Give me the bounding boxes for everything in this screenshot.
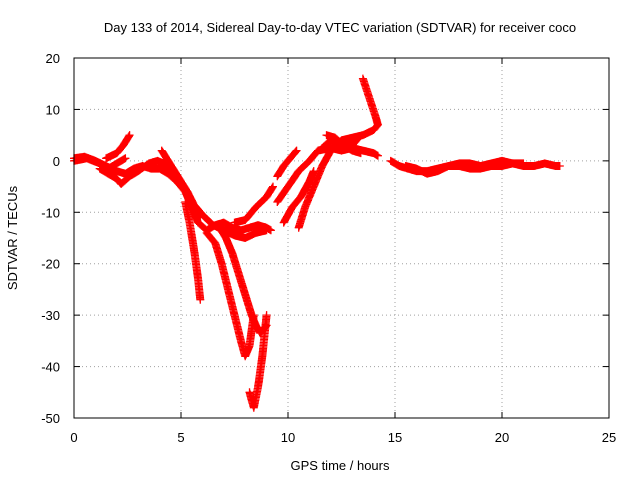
y-tick-label: -10 [41, 205, 60, 220]
y-axis-label: SDTVAR / TECUs [5, 185, 20, 290]
plot-frame [73, 57, 610, 419]
x-tick-label: 15 [388, 430, 402, 445]
point-markers [202, 228, 258, 361]
y-tick-label: -30 [41, 308, 60, 323]
point-markers [245, 311, 271, 412]
y-tick-label: 0 [53, 154, 60, 169]
x-tick-label: 0 [70, 430, 77, 445]
point-markers [322, 131, 365, 158]
grid [74, 58, 609, 418]
data-points [70, 74, 564, 412]
series-track-19 [401, 156, 528, 178]
series-track-10 [279, 167, 318, 227]
x-tick-label: 20 [495, 430, 509, 445]
point-markers [279, 167, 318, 227]
point-markers [181, 198, 205, 304]
point-markers [102, 131, 134, 163]
point-markers [358, 74, 382, 129]
series-track-14 [358, 74, 382, 129]
y-tick-label: -50 [41, 411, 60, 426]
x-tick-label: 10 [281, 430, 295, 445]
point-markers [273, 146, 301, 181]
point-markers [215, 223, 271, 338]
chart-title: Day 133 of 2014, Sidereal Day-to-day VTE… [104, 20, 576, 35]
y-tick-label: 10 [46, 102, 60, 117]
series-track-5 [202, 228, 258, 361]
series-track-15 [322, 131, 365, 158]
series-track-17 [102, 131, 134, 163]
series-track-12 [273, 146, 301, 181]
x-axis-label: GPS time / hours [291, 458, 390, 473]
point-markers [230, 182, 277, 227]
series-track-7 [245, 311, 271, 412]
series-track-4 [181, 198, 205, 304]
y-tick-label: 20 [46, 51, 60, 66]
x-tick-label: 25 [602, 430, 616, 445]
series-track-6 [215, 223, 271, 338]
y-tick-label: -20 [41, 257, 60, 272]
point-markers [401, 156, 528, 178]
series-track-8 [230, 182, 277, 227]
axis-ticks: 0 5 10 15 20 25 -50 -40 -30 -20 -10 0 10 20 [41, 51, 616, 445]
y-tick-label: -40 [41, 360, 60, 375]
x-tick-label: 5 [177, 430, 184, 445]
